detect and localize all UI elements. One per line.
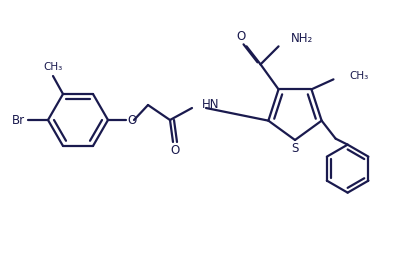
Text: CH₃: CH₃ — [43, 62, 63, 72]
Text: Br: Br — [11, 114, 24, 126]
Text: CH₃: CH₃ — [349, 71, 369, 81]
Text: S: S — [291, 142, 299, 155]
Text: HN: HN — [202, 98, 220, 111]
Text: NH₂: NH₂ — [291, 32, 313, 45]
Text: O: O — [171, 144, 180, 156]
Text: O: O — [236, 30, 245, 43]
Text: O: O — [127, 114, 136, 126]
